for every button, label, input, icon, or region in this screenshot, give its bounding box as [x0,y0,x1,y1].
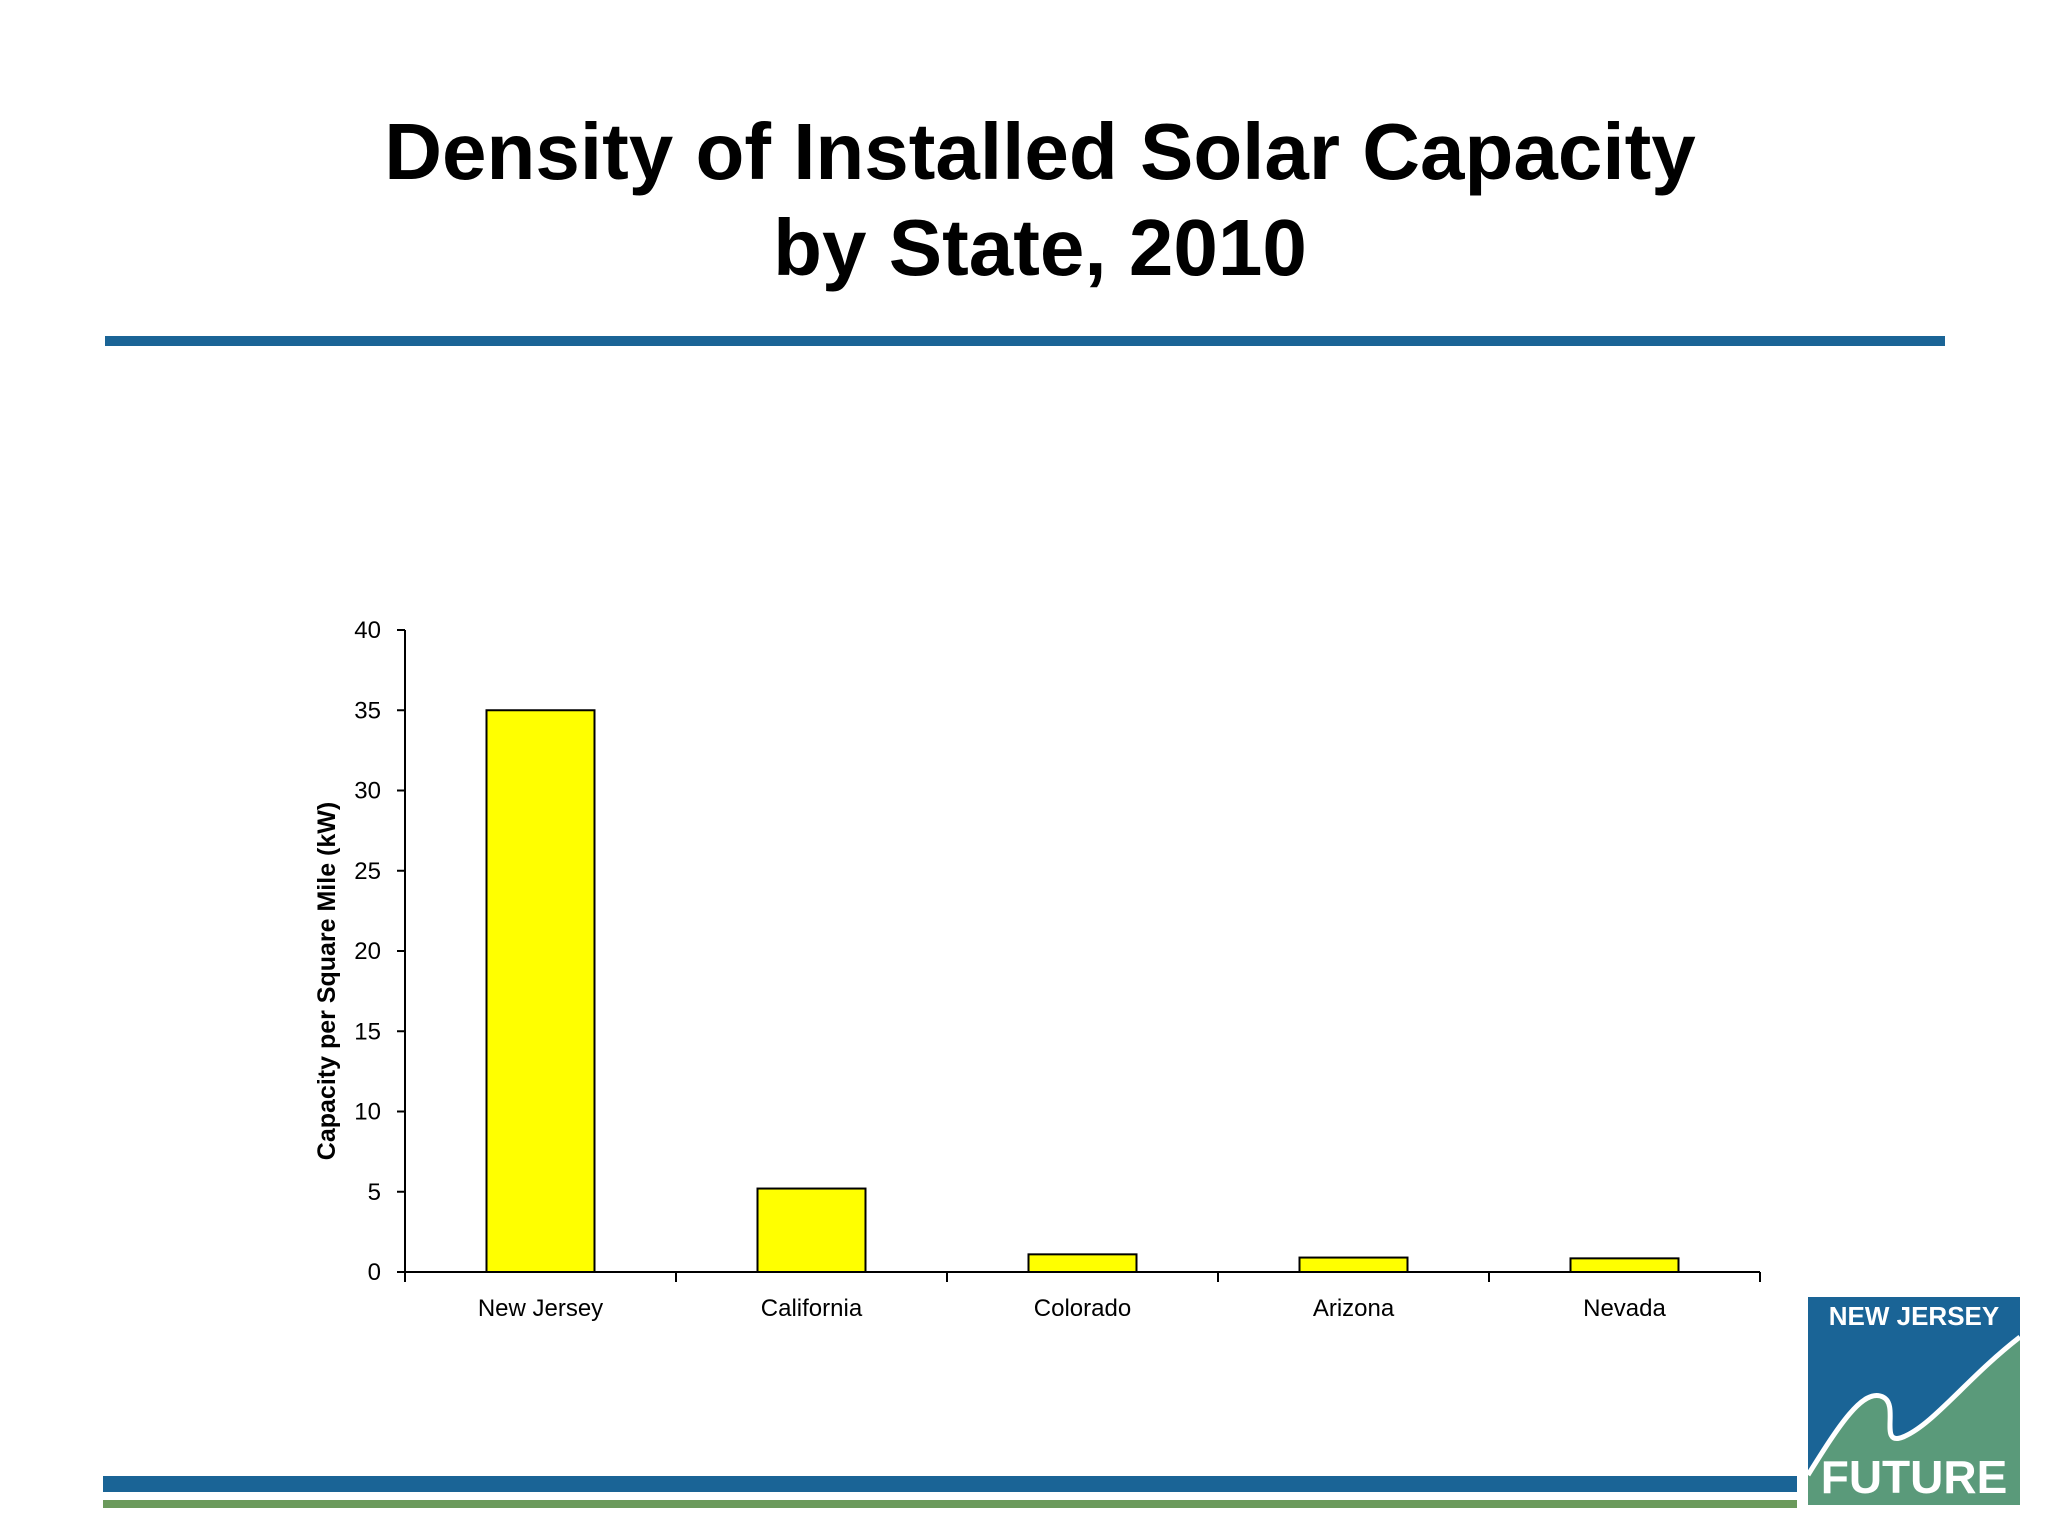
footer-rule-green [103,1500,1797,1508]
y-tick-label: 0 [368,1259,381,1286]
x-tick-label: Arizona [1313,1295,1395,1322]
x-tick-label: Nevada [1583,1295,1666,1322]
bar [485,709,596,1273]
x-tick-label: New Jersey [478,1295,603,1322]
bar [1298,1256,1409,1274]
x-tick-label: Colorado [1034,1295,1131,1322]
y-tick-label: 10 [354,1099,381,1126]
footer-rule-blue [103,1476,1797,1492]
y-tick-label: 15 [354,1018,381,1045]
y-tick-label: 20 [354,938,381,965]
y-tick-label: 5 [368,1179,381,1206]
logo-text-top: NEW JERSEY [1829,1301,2000,1331]
bar [1027,1253,1138,1273]
y-axis-label: Capacity per Square Mile (kW) [313,802,341,1160]
bar [756,1187,867,1274]
new-jersey-future-logo: NEW JERSEY FUTURE [1808,1297,2020,1505]
title-divider [105,336,1945,346]
logo-text-bottom: FUTURE [1821,1451,2008,1503]
y-tick-label: 25 [354,858,381,885]
slide-title-line-1: Density of Installed Solar Capacity [384,107,1696,196]
slide-title: Density of Installed Solar Capacity by S… [0,104,2048,296]
slide-title-line-2: by State, 2010 [773,203,1307,292]
y-tick-label: 35 [354,697,381,724]
bar [1569,1257,1680,1274]
y-tick-label: 30 [354,778,381,805]
y-tick-label: 40 [354,617,381,644]
x-tick-label: California [761,1295,863,1322]
